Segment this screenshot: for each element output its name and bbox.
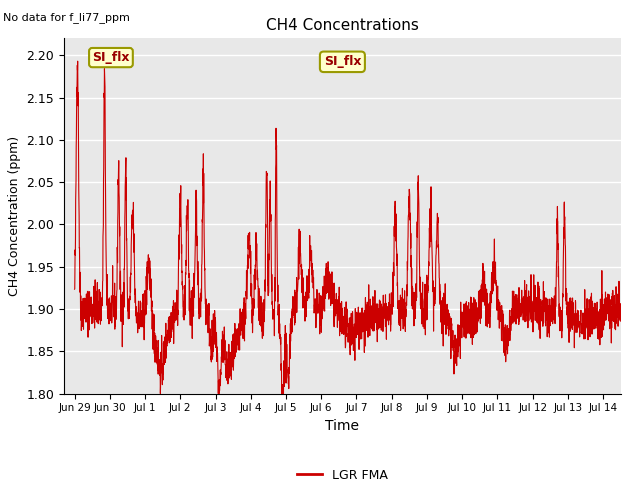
Text: SI_flx: SI_flx bbox=[92, 51, 130, 64]
Text: SI_flx: SI_flx bbox=[324, 55, 361, 68]
Y-axis label: CH4 Concentration (ppm): CH4 Concentration (ppm) bbox=[8, 136, 21, 296]
Title: CH4 Concentrations: CH4 Concentrations bbox=[266, 18, 419, 33]
Legend: LGR FMA: LGR FMA bbox=[292, 464, 393, 480]
Text: No data for f_li77_ppm: No data for f_li77_ppm bbox=[3, 12, 130, 23]
X-axis label: Time: Time bbox=[325, 419, 360, 433]
